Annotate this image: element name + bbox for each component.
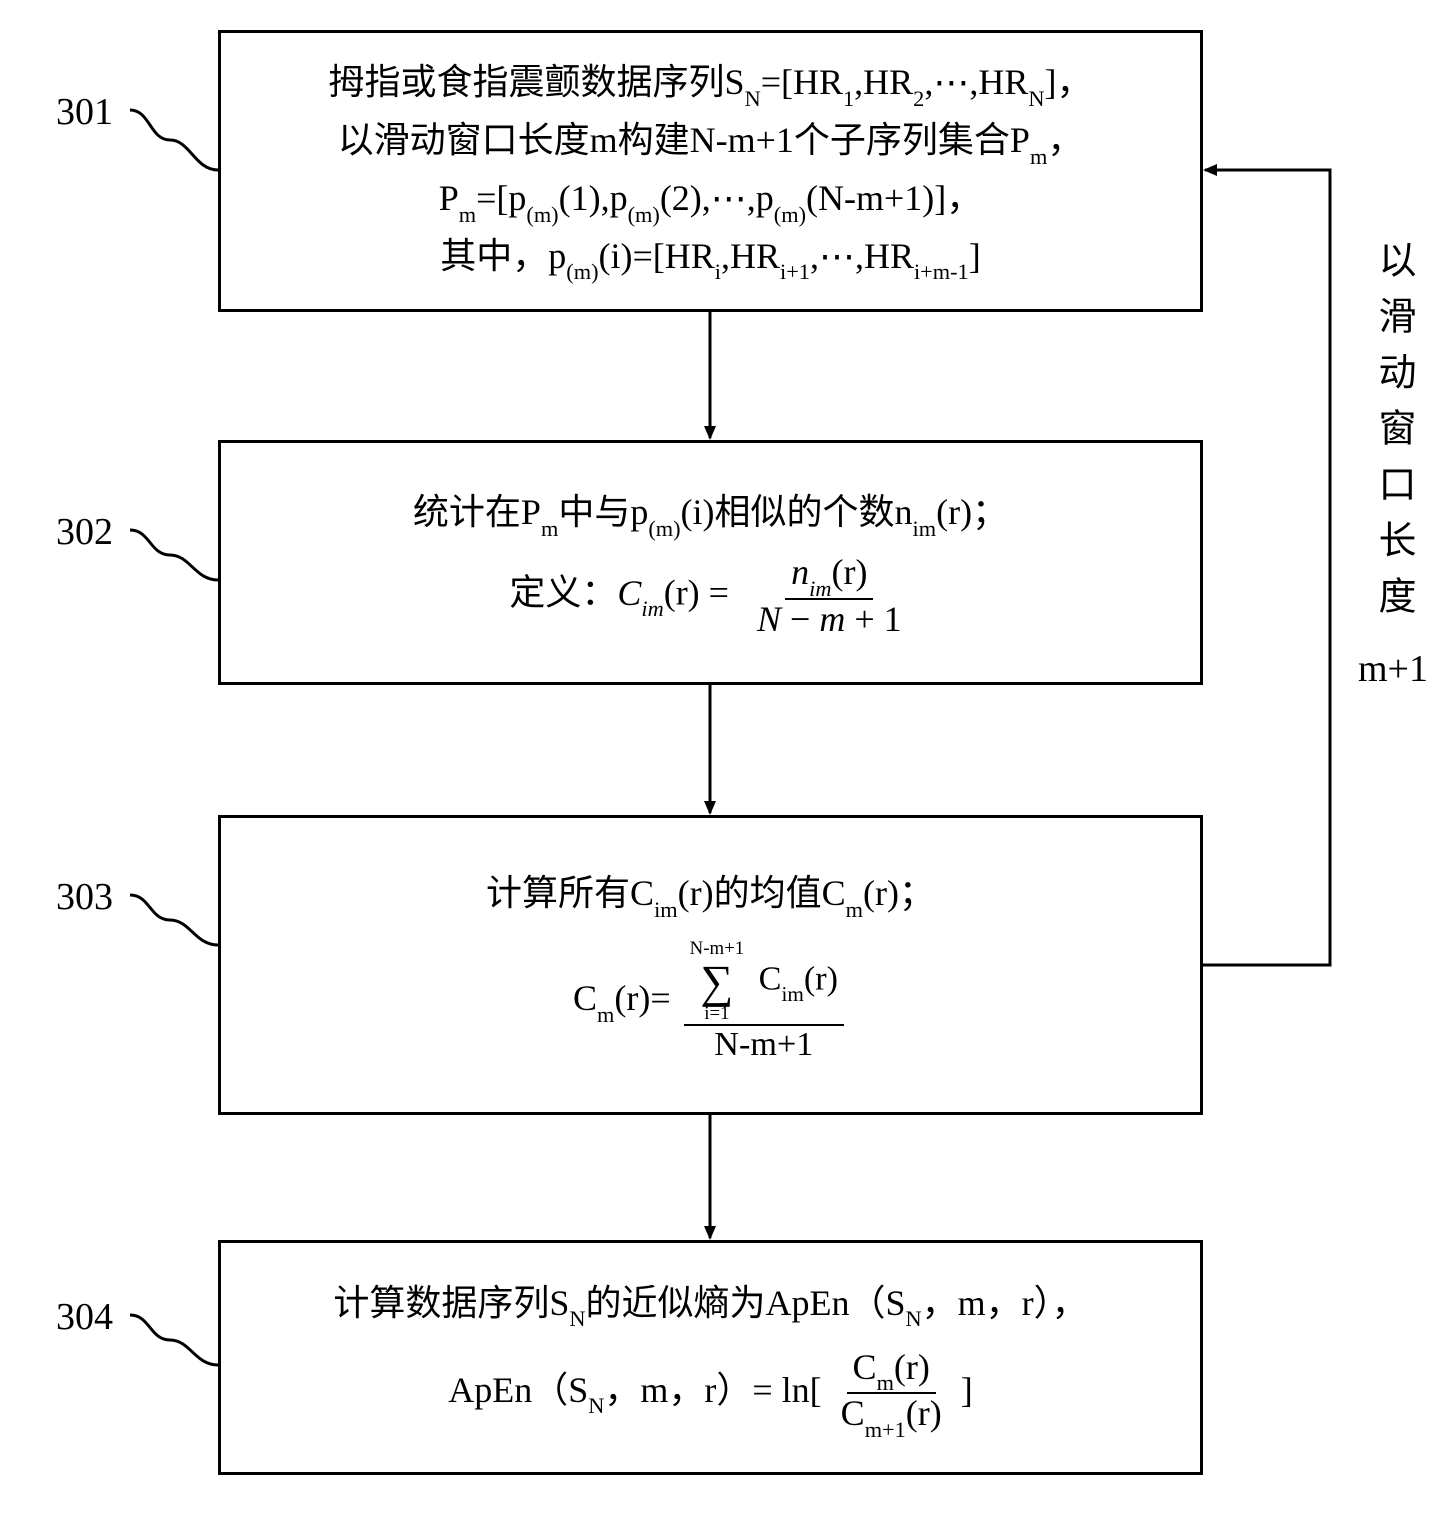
step-label-text: 303 (56, 876, 113, 918)
step-box-301: 拇指或食指震颤数据序列SN=[HR1,HR2,⋯,HRN]， 以滑动窗口长度m构… (218, 30, 1203, 312)
box-line: 其中，p(m)(i)=[HRi,HRi+1,⋯,HRi+m-1] (440, 229, 980, 287)
box-line: Cm(r)= N-m+1 ∑ i=1 Cim(r) N-m+1 (573, 940, 848, 1063)
step-label-304: 304 (56, 1295, 113, 1339)
feedback-label: 以滑动窗口长度m+1 (1358, 240, 1428, 688)
label-connector-302 (130, 530, 218, 580)
step-box-303: 计算所有Cim(r)的均值Cm(r)； Cm(r)= N-m+1 ∑ i=1 C… (218, 815, 1203, 1115)
box-line: 拇指或食指震颤数据序列SN=[HR1,HR2,⋯,HRN]， (329, 55, 1093, 113)
step-box-302: 统计在Pm中与p(m)(i)相似的个数nim(r)； 定义：Cim(r) = n… (218, 440, 1203, 685)
box-line: 定义：Cim(r) = nim(r) N − m + 1 (509, 553, 911, 639)
box-line: ApEn（SN，m，r）= ln[ Cm(r) Cm+1(r) ] (448, 1348, 973, 1439)
box-line: 计算所有Cim(r)的均值Cm(r)； (486, 866, 935, 924)
feedback-arrow (1203, 170, 1330, 965)
box-line: 统计在Pm中与p(m)(i)相似的个数nim(r)； (413, 485, 1008, 543)
step-label-302: 302 (56, 510, 113, 554)
label-connector-304 (130, 1315, 218, 1365)
step-box-304: 计算数据序列SN的近似熵为ApEn（SN，m，r）， ApEn（SN，m，r）=… (218, 1240, 1203, 1475)
box-line: 计算数据序列SN的近似熵为ApEn（SN，m，r）， (333, 1276, 1087, 1334)
label-connector-301 (130, 110, 218, 170)
label-connector-303 (130, 895, 218, 945)
box-line: 以滑动窗口长度m构建N-m+1个子序列集合Pm， (338, 113, 1084, 171)
step-label-303: 303 (56, 875, 113, 919)
step-label-text: 302 (56, 511, 113, 553)
box-line: Pm=[p(m)(1),p(m)(2),⋯,p(m)(N-m+1)]， (439, 171, 983, 229)
step-label-text: 304 (56, 1296, 113, 1338)
step-label-text: 301 (56, 91, 113, 133)
step-label-301: 301 (56, 90, 113, 134)
